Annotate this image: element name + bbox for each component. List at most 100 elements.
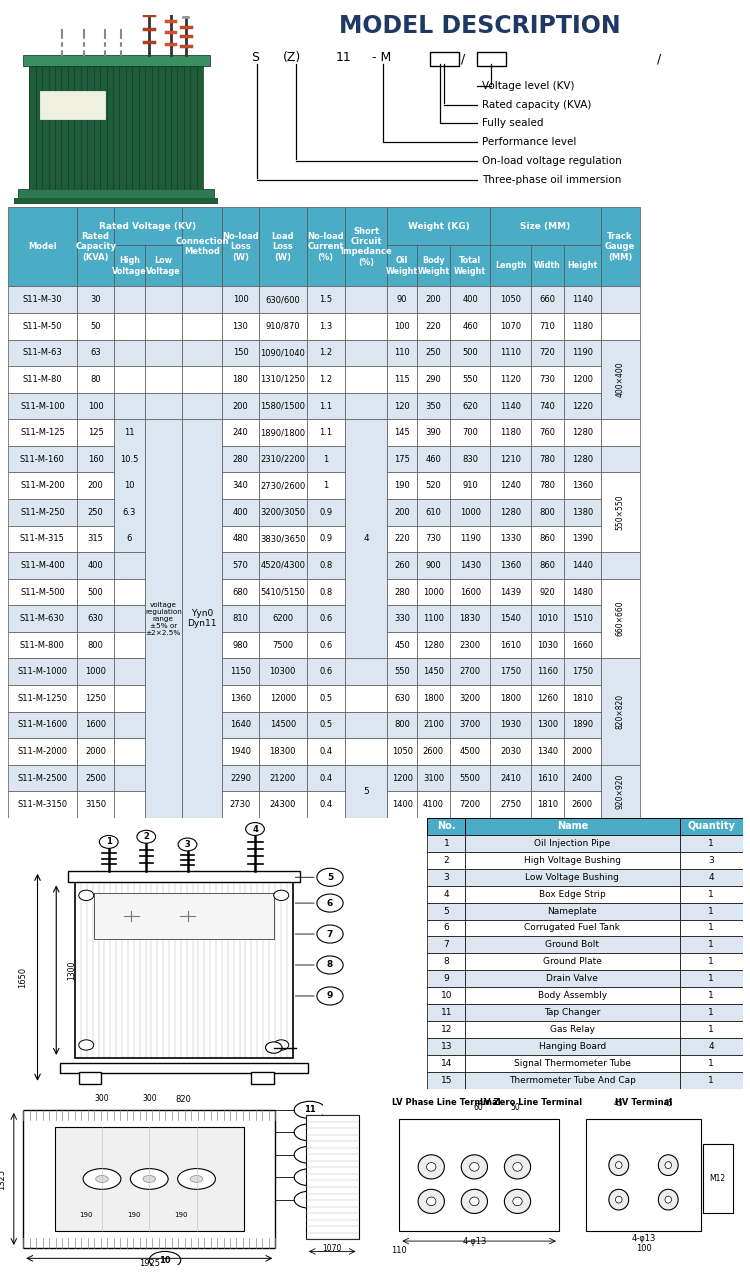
Text: 1150: 1150 (230, 667, 251, 676)
Text: 900: 900 (425, 561, 441, 570)
FancyBboxPatch shape (114, 739, 145, 764)
Text: 1000: 1000 (86, 667, 106, 676)
FancyBboxPatch shape (490, 340, 531, 367)
FancyBboxPatch shape (417, 552, 450, 579)
FancyBboxPatch shape (222, 525, 259, 552)
Text: No-load
Loss
(W): No-load Loss (W) (222, 231, 259, 262)
FancyBboxPatch shape (490, 764, 531, 791)
Text: 400: 400 (88, 561, 104, 570)
Text: 1930: 1930 (500, 721, 521, 730)
FancyBboxPatch shape (427, 1056, 465, 1072)
FancyBboxPatch shape (490, 739, 531, 764)
Text: 110: 110 (392, 1246, 407, 1255)
Text: 7: 7 (443, 941, 449, 950)
FancyBboxPatch shape (465, 1038, 680, 1056)
Text: 330: 330 (394, 615, 410, 624)
Text: Rated
Capacity
(KVA): Rated Capacity (KVA) (75, 231, 116, 262)
FancyBboxPatch shape (465, 835, 680, 852)
FancyBboxPatch shape (307, 606, 345, 631)
FancyBboxPatch shape (307, 473, 345, 498)
Text: 730: 730 (425, 534, 442, 543)
Text: S11-M-30: S11-M-30 (22, 295, 62, 304)
Circle shape (513, 1197, 522, 1205)
FancyBboxPatch shape (680, 818, 742, 835)
FancyBboxPatch shape (465, 1021, 680, 1038)
FancyBboxPatch shape (114, 552, 145, 579)
Text: 1480: 1480 (572, 588, 592, 597)
Text: 160: 160 (88, 455, 104, 464)
FancyBboxPatch shape (490, 245, 531, 286)
Text: 3200: 3200 (460, 694, 481, 703)
Text: 11: 11 (335, 51, 351, 64)
Text: 9: 9 (443, 974, 449, 983)
FancyBboxPatch shape (417, 419, 450, 446)
FancyBboxPatch shape (450, 340, 491, 367)
FancyBboxPatch shape (531, 579, 564, 606)
Text: 1010: 1010 (537, 615, 558, 624)
FancyBboxPatch shape (465, 902, 680, 920)
Text: 5410/5150: 5410/5150 (260, 588, 305, 597)
FancyBboxPatch shape (531, 712, 564, 739)
Text: 0.6: 0.6 (320, 667, 332, 676)
Text: 2730/2600: 2730/2600 (260, 482, 305, 491)
Circle shape (317, 956, 344, 974)
Text: 2290: 2290 (230, 773, 251, 782)
Text: 1110: 1110 (500, 349, 521, 358)
Text: 63: 63 (90, 349, 101, 358)
FancyBboxPatch shape (450, 392, 491, 419)
FancyBboxPatch shape (465, 953, 680, 970)
FancyBboxPatch shape (388, 712, 417, 739)
FancyBboxPatch shape (388, 579, 417, 606)
Text: 1: 1 (323, 455, 328, 464)
FancyBboxPatch shape (490, 579, 531, 606)
FancyBboxPatch shape (77, 739, 114, 764)
Text: Quantity: Quantity (687, 822, 735, 832)
Text: 910/870: 910/870 (266, 322, 300, 331)
FancyBboxPatch shape (564, 313, 601, 340)
FancyBboxPatch shape (564, 286, 601, 313)
Text: Corrugated Fuel Tank: Corrugated Fuel Tank (524, 924, 620, 933)
Circle shape (149, 1251, 181, 1269)
Text: 2410: 2410 (500, 773, 521, 782)
Text: 480: 480 (232, 534, 248, 543)
Text: 2300: 2300 (460, 640, 481, 649)
Text: S11-M-2000: S11-M-2000 (17, 746, 68, 757)
FancyBboxPatch shape (564, 658, 601, 685)
Text: 7: 7 (327, 929, 333, 938)
Text: 1360: 1360 (572, 482, 593, 491)
FancyBboxPatch shape (222, 392, 259, 419)
FancyBboxPatch shape (564, 392, 601, 419)
FancyBboxPatch shape (427, 1038, 465, 1056)
FancyBboxPatch shape (601, 446, 640, 473)
FancyBboxPatch shape (564, 245, 601, 286)
Text: 1640: 1640 (230, 721, 251, 730)
Text: 10: 10 (441, 992, 452, 1001)
Text: Size (MM): Size (MM) (520, 221, 571, 230)
Text: Length: Length (495, 261, 526, 271)
FancyBboxPatch shape (8, 419, 77, 446)
Text: 45: 45 (614, 1099, 624, 1108)
Text: 150: 150 (232, 349, 248, 358)
FancyBboxPatch shape (564, 739, 601, 764)
Text: S11-M-500: S11-M-500 (20, 588, 64, 597)
FancyBboxPatch shape (259, 658, 307, 685)
FancyBboxPatch shape (388, 631, 417, 658)
Text: 11: 11 (441, 1008, 452, 1017)
Circle shape (137, 831, 156, 843)
FancyBboxPatch shape (29, 66, 203, 189)
FancyBboxPatch shape (8, 739, 77, 764)
FancyBboxPatch shape (77, 207, 114, 286)
Text: No-load
Current
(%): No-load Current (%) (308, 231, 344, 262)
FancyBboxPatch shape (417, 313, 450, 340)
Circle shape (294, 1102, 326, 1118)
FancyBboxPatch shape (145, 313, 182, 340)
FancyBboxPatch shape (531, 419, 564, 446)
FancyBboxPatch shape (680, 1072, 742, 1089)
FancyBboxPatch shape (114, 791, 145, 818)
FancyBboxPatch shape (388, 525, 417, 552)
FancyBboxPatch shape (259, 207, 307, 286)
Circle shape (294, 1168, 326, 1186)
Text: 145: 145 (394, 428, 410, 437)
FancyBboxPatch shape (564, 606, 601, 631)
FancyBboxPatch shape (307, 313, 345, 340)
